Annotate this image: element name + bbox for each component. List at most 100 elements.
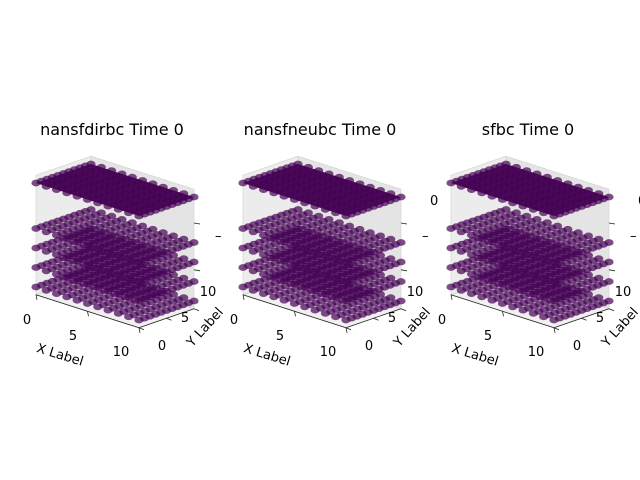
x-tick-mark xyxy=(553,327,556,333)
z-tick-mark xyxy=(193,269,201,272)
z-tick-mark xyxy=(400,269,408,272)
data-point xyxy=(269,235,279,242)
data-point xyxy=(103,248,113,256)
subplot-1-y-tick-0: 0 xyxy=(158,339,166,354)
subplot-3-plot-area xyxy=(446,155,616,333)
data-point xyxy=(134,316,144,324)
subplot-3-x-tick-0: 0 xyxy=(438,313,446,328)
data-point xyxy=(446,283,456,291)
data-point xyxy=(103,267,113,275)
subplot-3-title: sfbc Time 0 xyxy=(482,120,574,139)
data-point xyxy=(497,300,508,307)
data-point xyxy=(549,316,559,324)
data-point xyxy=(279,238,289,246)
data-point xyxy=(269,274,279,281)
data-point xyxy=(528,310,538,317)
data-point xyxy=(82,300,93,307)
data-point xyxy=(331,254,341,262)
y-tick-mark xyxy=(193,308,200,312)
data-point xyxy=(82,280,93,288)
data-point xyxy=(467,290,477,297)
data-point xyxy=(248,247,258,255)
data-point xyxy=(238,264,248,271)
data-point xyxy=(103,287,113,294)
data-point xyxy=(62,293,72,301)
data-point xyxy=(497,261,508,268)
x-tick-mark xyxy=(502,311,504,317)
data-point xyxy=(113,251,123,259)
data-point xyxy=(300,303,310,311)
subplot-1: nansfdirbc Time 0 0 5 10 X Label 0 5 10 … xyxy=(23,120,227,370)
top-layer-face xyxy=(451,164,609,216)
data-point xyxy=(518,267,528,275)
data-point xyxy=(279,277,289,285)
top-layer-face xyxy=(243,164,401,216)
data-point xyxy=(72,277,82,285)
data-point xyxy=(41,286,51,294)
y-tick-mark xyxy=(373,317,379,321)
data-point xyxy=(518,287,528,294)
data-point xyxy=(331,313,341,321)
data-point xyxy=(238,244,248,252)
data-point xyxy=(31,264,41,271)
data-point xyxy=(72,296,82,304)
subplot-2-y-tick-5: 5 xyxy=(388,311,396,326)
subplot-2-title: nansfneubc Time 0 xyxy=(244,120,397,139)
data-point xyxy=(52,251,62,258)
data-point xyxy=(456,247,466,255)
data-point xyxy=(82,261,93,268)
data-point xyxy=(52,231,62,239)
subplot-2-y-tick-0: 0 xyxy=(365,339,373,354)
data-point xyxy=(456,228,466,236)
data-point xyxy=(446,264,456,271)
data-point xyxy=(41,228,51,236)
data-point xyxy=(124,254,134,262)
x-tick-mark xyxy=(450,294,453,300)
data-point xyxy=(320,251,330,259)
subplot-2-x-tick-5: 5 xyxy=(276,329,284,344)
subplot-2-x-tick-0: 0 xyxy=(230,313,238,328)
data-point xyxy=(93,283,103,291)
z-tick-mark xyxy=(608,269,616,272)
data-point xyxy=(134,277,144,285)
data-point xyxy=(289,241,300,249)
y-tick-mark xyxy=(400,308,407,312)
z-tick-mark xyxy=(193,222,201,225)
data-point xyxy=(310,248,320,256)
data-point xyxy=(310,306,320,314)
y-tick-mark xyxy=(345,327,352,331)
subplot-2-plot-area xyxy=(238,155,408,333)
data-point xyxy=(259,270,269,278)
data-point xyxy=(269,254,279,262)
data-point xyxy=(528,271,538,278)
subplot-1-x-tick-5: 5 xyxy=(69,329,77,344)
data-point xyxy=(539,274,549,282)
data-point xyxy=(289,261,300,268)
data-point xyxy=(124,293,134,301)
data-point xyxy=(259,231,269,239)
data-point xyxy=(487,257,497,265)
subplot-1-y-tick-10: 10 xyxy=(200,285,217,300)
z-tick-mark xyxy=(400,222,408,225)
subplot-2-z-tick-glyph-0: 0 xyxy=(430,194,438,209)
y-tick-mark xyxy=(581,317,587,321)
data-point xyxy=(539,313,549,321)
data-point xyxy=(341,316,351,324)
data-point xyxy=(289,280,300,288)
x-tick-mark xyxy=(138,327,141,333)
data-point xyxy=(248,267,258,275)
data-point xyxy=(31,244,41,252)
data-point xyxy=(103,306,113,314)
data-point xyxy=(497,280,508,288)
data-point xyxy=(508,264,518,272)
data-point xyxy=(497,241,508,249)
data-point xyxy=(487,238,497,246)
z-tick-mark xyxy=(608,222,616,225)
x-tick-mark xyxy=(345,327,348,333)
data-point xyxy=(331,293,341,301)
data-point xyxy=(487,296,497,304)
y-tick-mark xyxy=(166,317,172,321)
data-point xyxy=(320,271,330,278)
data-point xyxy=(113,271,123,278)
x-tick-mark xyxy=(294,311,296,317)
